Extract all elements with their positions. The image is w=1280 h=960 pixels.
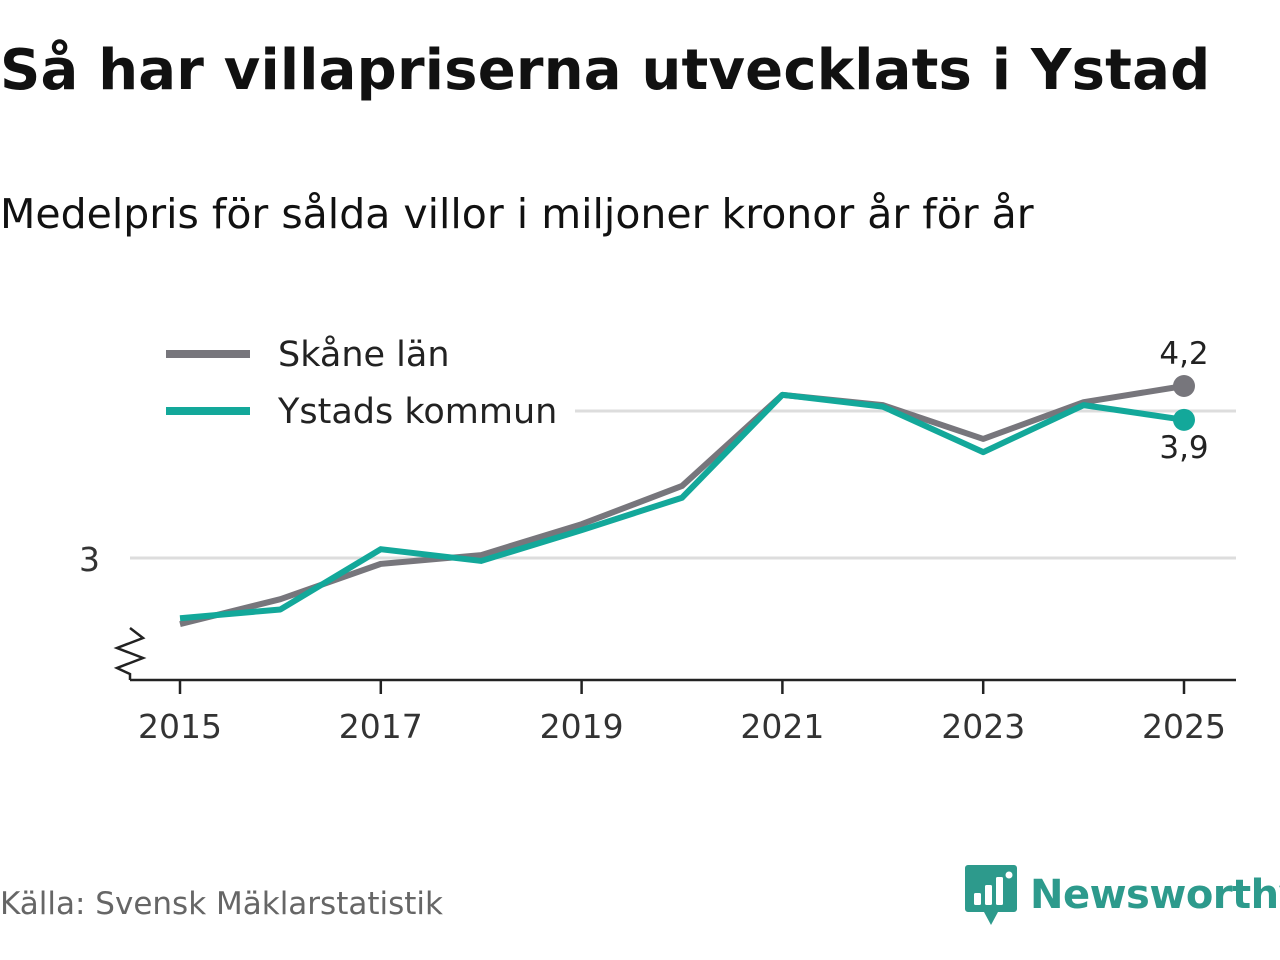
y-axis-break-icon — [113, 627, 147, 680]
series-line-ystads-kommun — [179, 391, 1185, 622]
x-tick-label: 2019 — [540, 707, 624, 746]
newsworthy-logo-icon — [965, 865, 1017, 925]
legend-background — [0, 385, 575, 437]
x-tick-label: 2015 — [138, 707, 222, 746]
legend-label: Ystads kommun — [277, 392, 557, 432]
x-axis: 2015 2017 2019 2021 2023 2025 — [130, 678, 1236, 746]
legend: Skåne län Ystads kommun — [0, 328, 575, 437]
x-tick-label: 2021 — [740, 707, 824, 746]
chart-subtitle: Medelpris för sålda villor i miljoner kr… — [0, 190, 1034, 238]
brand-name: Newsworthy — [1030, 872, 1280, 918]
source-note: Källa: Svensk Mäklarstatistik — [0, 886, 443, 922]
chart-title: Så har villapriserna utvecklats i Ystad — [0, 38, 1211, 103]
series-end-label: 4,2 — [1159, 336, 1208, 372]
series-end-point — [1173, 375, 1195, 398]
legend-background — [0, 328, 575, 380]
series-line-skane-lan — [179, 383, 1185, 628]
legend-label: Skåne län — [278, 334, 450, 375]
y-tick-label: 3 — [79, 540, 100, 579]
brand-logo-block: Newsworthy — [964, 862, 1280, 928]
series-end-point — [1173, 408, 1195, 431]
series-end-label: 3,9 — [1159, 430, 1208, 466]
series-lines — [179, 375, 1195, 628]
x-tick-label: 2023 — [941, 707, 1025, 746]
x-tick-label: 2025 — [1142, 707, 1226, 746]
end-labels: 4,2 3,9 — [1159, 336, 1208, 466]
x-tick-label: 2017 — [339, 707, 423, 746]
